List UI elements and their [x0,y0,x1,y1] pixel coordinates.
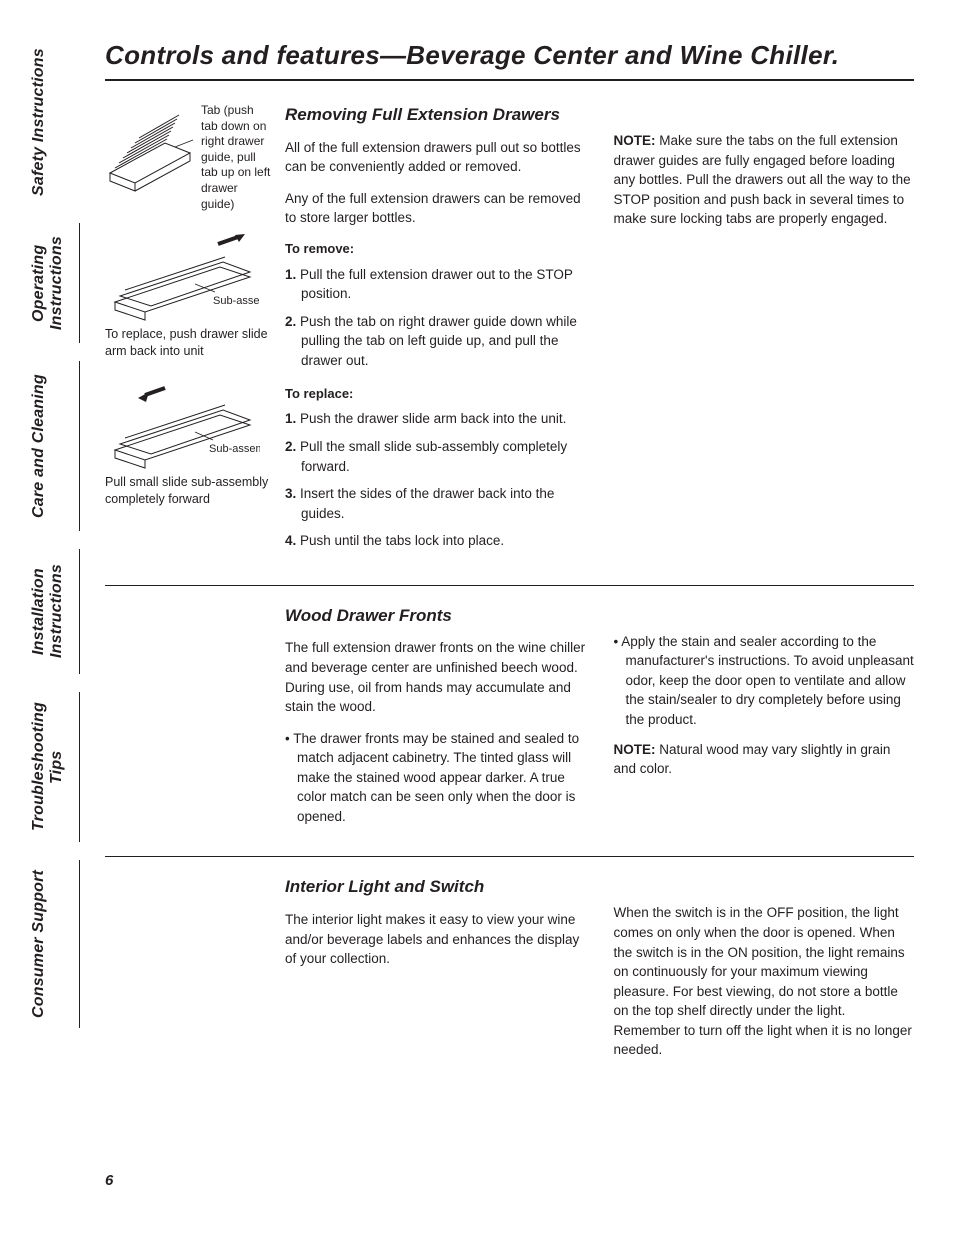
to-remove-label: To remove: [285,240,586,259]
remove-step-1: Pull the full extension drawer out to th… [300,267,573,302]
section-wood: Wood Drawer Fronts The full extension dr… [105,585,914,857]
removing-intro2: Any of the full extension drawers can be… [285,189,586,228]
tab-troubleshooting[interactable]: Troubleshooting Tips [30,692,80,842]
figure-slide-pull: Sub-assembly Pull small slide sub-assemb… [105,380,271,508]
wood-note-label: NOTE: [614,742,656,757]
replace-step-2: Pull the small slide sub-assembly comple… [300,439,567,474]
light-right: When the switch is in the OFF position, … [614,903,915,1060]
fig1-caption: Tab (push tab down on right drawer guide… [201,103,271,212]
light-title: Interior Light and Switch [285,875,586,900]
remove-steps: 1. Pull the full extension drawer out to… [285,265,586,371]
remove-step-2: Push the tab on right drawer guide down … [300,314,577,368]
replace-step-4: Push until the tabs lock into place. [300,533,504,548]
tab-installation[interactable]: Installation Instructions [30,549,80,674]
fig2-caption: To replace, push drawer slide arm back i… [105,326,271,360]
drawer-rack-icon [105,103,195,193]
replace-step-3: Insert the sides of the drawer back into… [300,486,554,521]
wood-bullet-left: The drawer fronts may be stained and sea… [285,729,586,827]
tab-support[interactable]: Consumer Support [30,860,80,1028]
wood-note-body: Natural wood may vary slightly in grain … [614,742,891,777]
wood-col-right: Apply the stain and sealer according to … [614,604,915,837]
removing-col-left: Removing Full Extension Drawers All of t… [285,103,586,565]
figure-slide-replace: Sub-assembly To replace, push drawer sli… [105,232,271,360]
replace-step-1: Push the drawer slide arm back into the … [300,411,566,426]
content: Controls and features—Beverage Center an… [105,40,914,1092]
fig3-annot: Sub-assembly [209,443,260,455]
removing-note: NOTE: Make sure the tabs on the full ext… [614,131,915,229]
drawer-slide-pull-icon: Sub-assembly [105,380,260,470]
light-left: The interior light makes it easy to view… [285,910,586,969]
section-light: Interior Light and Switch The interior l… [105,856,914,1092]
section-removing: Tab (push tab down on right drawer guide… [105,103,914,585]
drawer-slide-icon: Sub-assembly [105,232,260,322]
tab-care[interactable]: Care and Cleaning [30,361,80,531]
figures-col: Tab (push tab down on right drawer guide… [105,103,285,565]
wood-note: NOTE: Natural wood may vary slightly in … [614,740,915,779]
tab-safety[interactable]: Safety Instructions [30,40,80,205]
fig3-caption: Pull small slide sub-assembly completely… [105,474,271,508]
removing-title: Removing Full Extension Drawers [285,103,586,128]
wood-title: Wood Drawer Fronts [285,604,586,629]
page-number: 6 [105,1172,113,1189]
removing-col-right: NOTE: Make sure the tabs on the full ext… [614,103,915,565]
wood-col-left: Wood Drawer Fronts The full extension dr… [285,604,586,837]
page-title: Controls and features—Beverage Center an… [105,40,914,81]
light-col-right: When the switch is in the OFF position, … [614,875,915,1072]
tab-operating[interactable]: Operating Instructions [30,223,80,343]
to-replace-label: To replace: [285,385,586,404]
replace-steps: 1. Push the drawer slide arm back into t… [285,409,586,550]
light-col-left: Interior Light and Switch The interior l… [285,875,586,1072]
removing-intro1: All of the full extension drawers pull o… [285,138,586,177]
removing-note-body: Make sure the tabs on the full extension… [614,133,911,226]
figure-drawer-tab: Tab (push tab down on right drawer guide… [105,103,271,212]
wood-bullet-right: Apply the stain and sealer according to … [614,632,915,730]
sidebar-tabs: Safety Instructions Operating Instructio… [30,40,80,1028]
fig2-annot: Sub-assembly [213,295,260,307]
wood-intro: The full extension drawer fronts on the … [285,638,586,716]
note-label: NOTE: [614,133,656,148]
